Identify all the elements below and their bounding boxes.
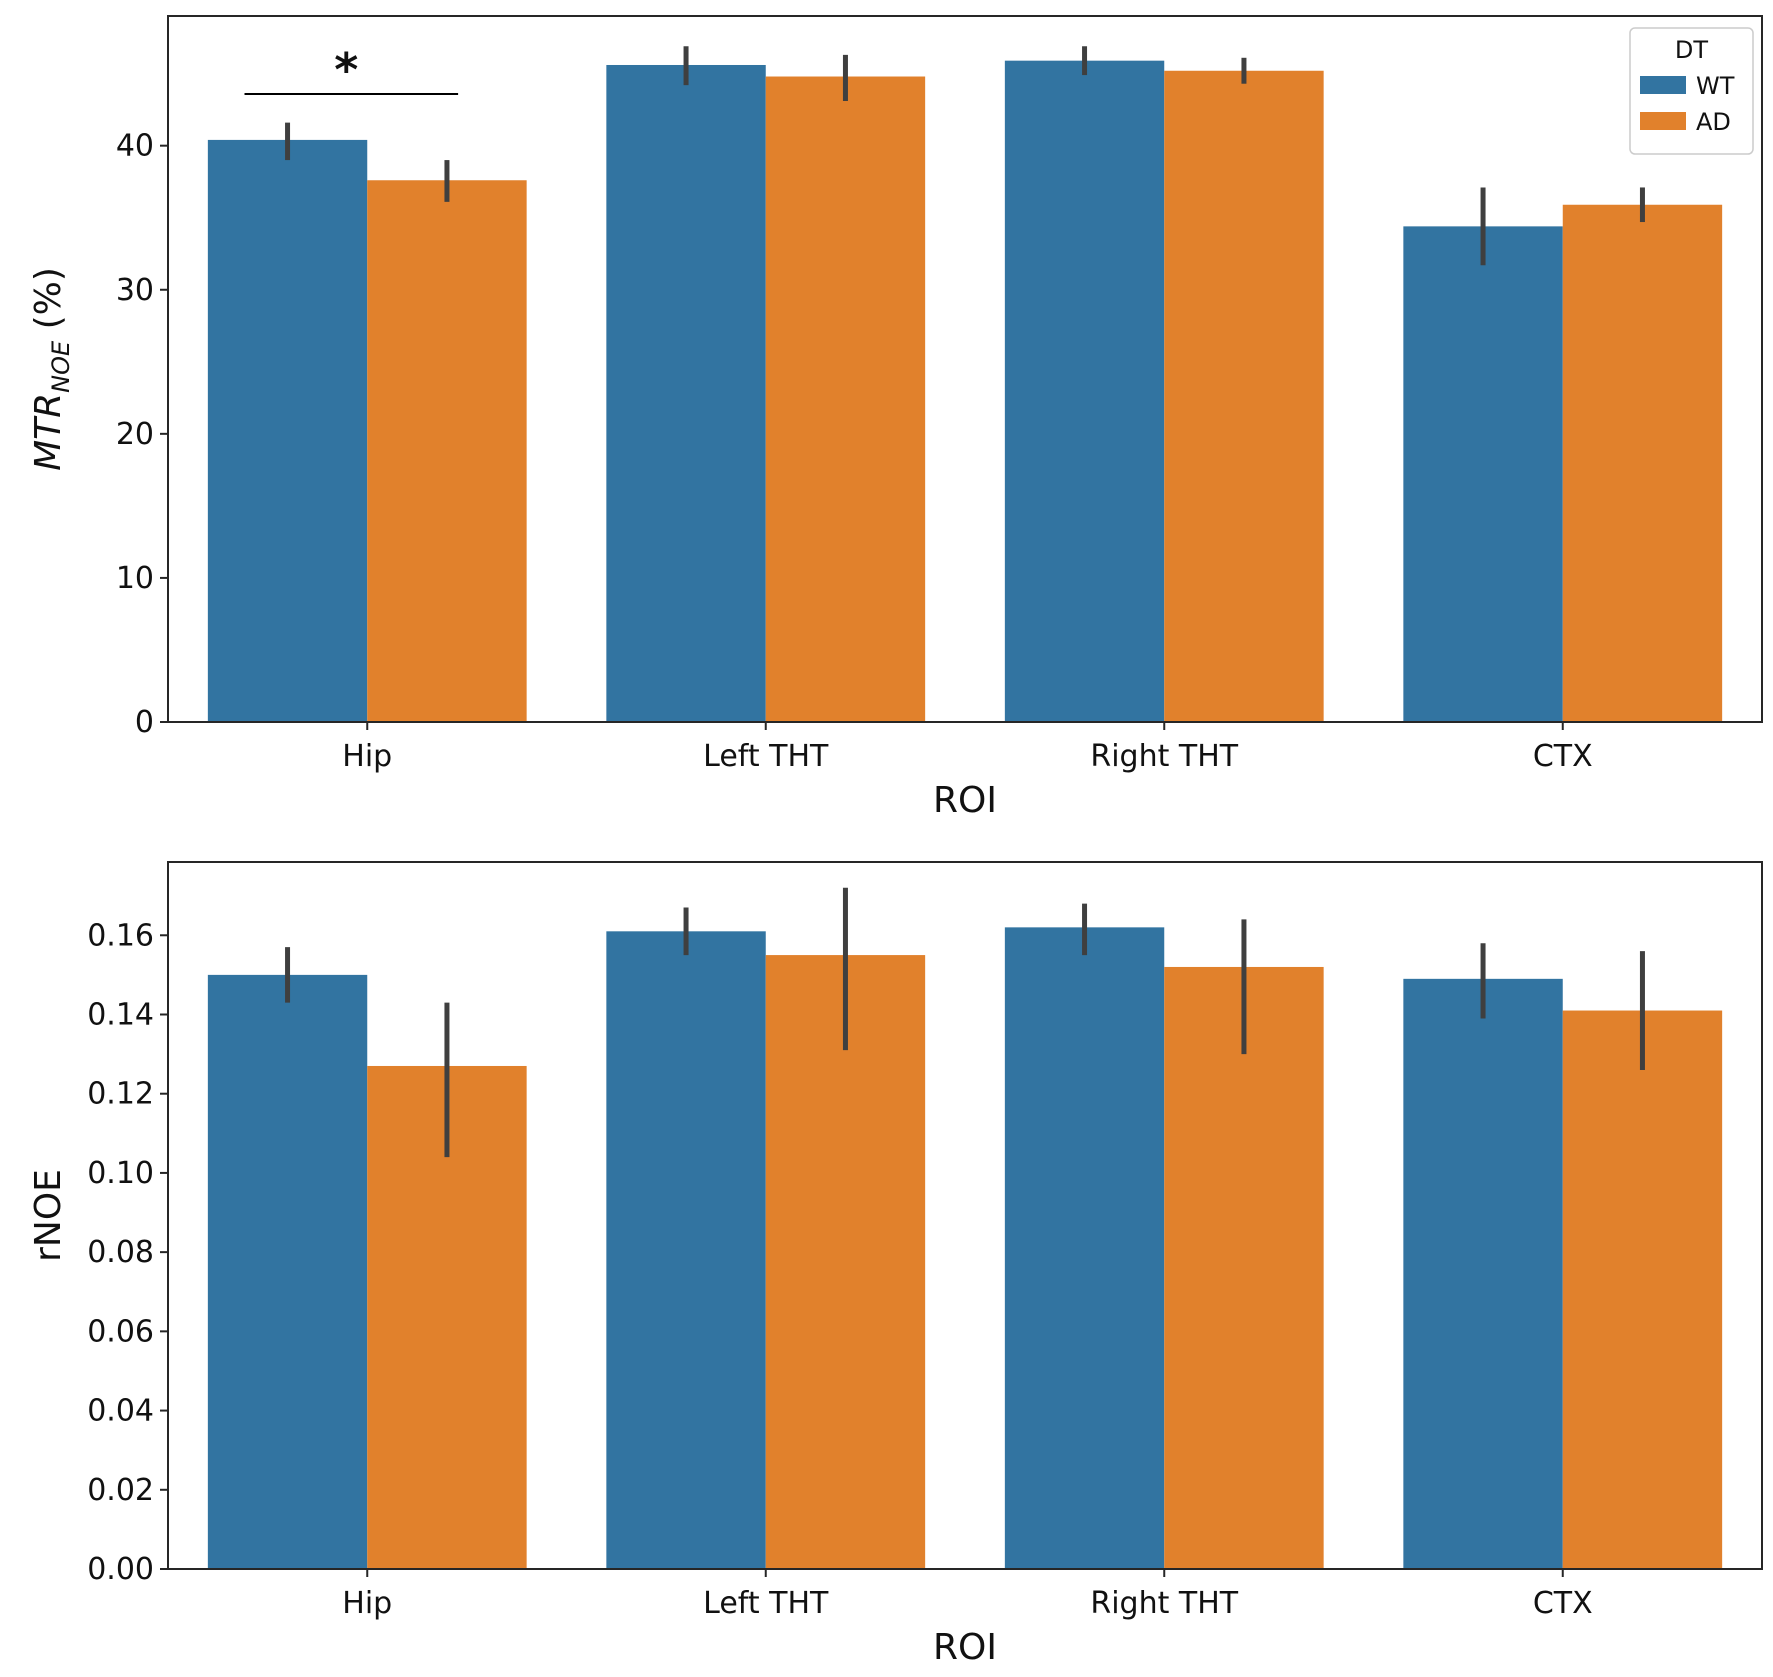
bar-ad-ctx xyxy=(1562,204,1723,722)
x-tick-label: CTX xyxy=(1533,1586,1593,1621)
axes-frame xyxy=(167,15,1763,723)
x-tick-label: CTX xyxy=(1533,739,1593,774)
bar-wt-left-tht xyxy=(606,64,766,723)
bar-ad-right-tht xyxy=(1164,966,1324,1569)
y-tick-label: 10 xyxy=(116,561,154,596)
bar-ad-right-tht xyxy=(1164,70,1324,722)
legend-title: DT xyxy=(1675,36,1708,64)
legend-label-ad: AD xyxy=(1696,108,1731,136)
legend-swatch-ad xyxy=(1640,112,1686,130)
x-tick-label: Left THT xyxy=(703,739,829,774)
rnoe-bar-chart: 0.00 0.02 0.04 0.06 0.08 0.10 0.12 0.14 0.16 Hip L… xyxy=(28,861,1763,1668)
mtr-noe-bar-chart: 0 10 20 30 40 Hip Left THT Right THT CTX ROI MTRNO… xyxy=(28,15,1763,821)
y-tick-label: 0.04 xyxy=(87,1394,154,1429)
y-tick-label: 0.10 xyxy=(87,1156,154,1191)
y-axis-label-subscript: NOE xyxy=(47,340,75,393)
x-tick-label: Hip xyxy=(342,1586,392,1621)
y-tick-label: 0.16 xyxy=(87,918,154,953)
y-tick-label: 0.14 xyxy=(87,997,154,1032)
bar-wt-ctx xyxy=(1403,226,1563,722)
legend-swatch-wt xyxy=(1640,76,1686,94)
bar-ad-hip xyxy=(367,180,527,723)
bar-wt-hip xyxy=(207,974,368,1569)
bar-ad-left-tht xyxy=(765,76,926,722)
significance-star: * xyxy=(334,43,358,97)
bar-wt-right-tht xyxy=(1004,60,1165,723)
y-tick-label: 0.00 xyxy=(87,1552,154,1587)
x-tick-label: Right THT xyxy=(1090,1586,1238,1621)
bar-ad-left-tht xyxy=(765,955,926,1569)
x-axis-label: ROI xyxy=(933,1627,997,1668)
bar-wt-ctx xyxy=(1403,978,1563,1569)
axes-frame xyxy=(167,861,1763,1570)
x-tick-label: Hip xyxy=(342,739,392,774)
bar-wt-hip xyxy=(207,139,368,722)
y-tick-label: 0.12 xyxy=(87,1077,154,1112)
y-tick-label: 0.02 xyxy=(87,1473,154,1508)
legend-label-wt: WT xyxy=(1696,72,1735,100)
y-tick-label: 20 xyxy=(116,417,154,452)
x-tick-label: Left THT xyxy=(703,1586,829,1621)
y-axis-label: rNOE xyxy=(28,1169,69,1262)
y-axis-label-main: MTR xyxy=(28,393,69,471)
y-tick-label: 0.08 xyxy=(87,1235,154,1270)
y-tick-label: 0.06 xyxy=(87,1314,154,1349)
y-axis-label: MTRNOE (%) xyxy=(28,267,75,471)
y-axis-label-suffix: (%) xyxy=(28,267,69,341)
y-tick-label: 40 xyxy=(116,129,154,164)
bar-ad-ctx xyxy=(1562,1010,1723,1569)
x-tick-label: Right THT xyxy=(1090,739,1238,774)
x-axis-label: ROI xyxy=(933,780,997,821)
y-tick-label: 30 xyxy=(116,273,154,308)
bar-wt-left-tht xyxy=(606,931,766,1569)
y-tick-label: 0 xyxy=(135,705,154,740)
bar-wt-right-tht xyxy=(1004,927,1165,1569)
